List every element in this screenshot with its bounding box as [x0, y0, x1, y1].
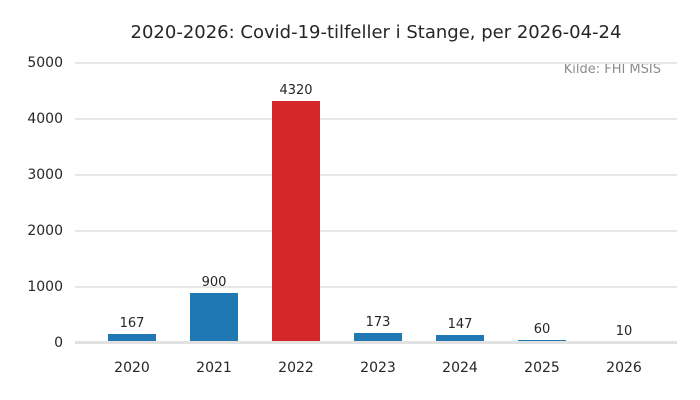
value-label-2023: 173 [365, 315, 391, 330]
zero-baseline [75, 341, 677, 344]
gridline-y-5000 [75, 62, 677, 64]
gridline-y-3000 [75, 174, 677, 176]
x-tick-label-2020: 2020 [114, 360, 150, 376]
gridline-y-4000 [75, 118, 677, 120]
bar-2021 [190, 293, 238, 343]
y-tick-label: 4000 [27, 111, 63, 127]
gridline-y-1000 [75, 286, 677, 288]
y-tick-label: 0 [54, 335, 63, 351]
x-tick-label-2021: 2021 [196, 360, 232, 376]
y-tick-label: 3000 [27, 167, 63, 183]
bar-2020 [108, 334, 156, 343]
x-tick-label-2024: 2024 [442, 360, 478, 376]
x-tick-label-2023: 2023 [360, 360, 396, 376]
bar-2024 [436, 335, 484, 343]
y-tick-label: 5000 [27, 55, 63, 71]
x-tick-label-2025: 2025 [524, 360, 560, 376]
value-label-2025: 60 [533, 322, 551, 337]
source-label: Kilde: FHI MSIS [563, 62, 661, 77]
y-tick-label: 2000 [27, 223, 63, 239]
gridline-y-2000 [75, 230, 677, 232]
x-tick-label-2026: 2026 [606, 360, 642, 376]
value-label-2022: 4320 [279, 83, 313, 98]
y-tick-label: 1000 [27, 279, 63, 295]
x-tick-label-2022: 2022 [278, 360, 314, 376]
bar-2022 [272, 101, 320, 343]
value-label-2020: 167 [119, 316, 145, 331]
chart-title: 2020-2026: Covid-19-tilfeller i Stange, … [130, 22, 622, 43]
value-label-2026: 10 [615, 324, 633, 339]
value-label-2021: 900 [201, 275, 227, 290]
value-label-2024: 147 [447, 317, 473, 332]
plot-area [75, 62, 677, 344]
bar-2023 [354, 333, 402, 343]
